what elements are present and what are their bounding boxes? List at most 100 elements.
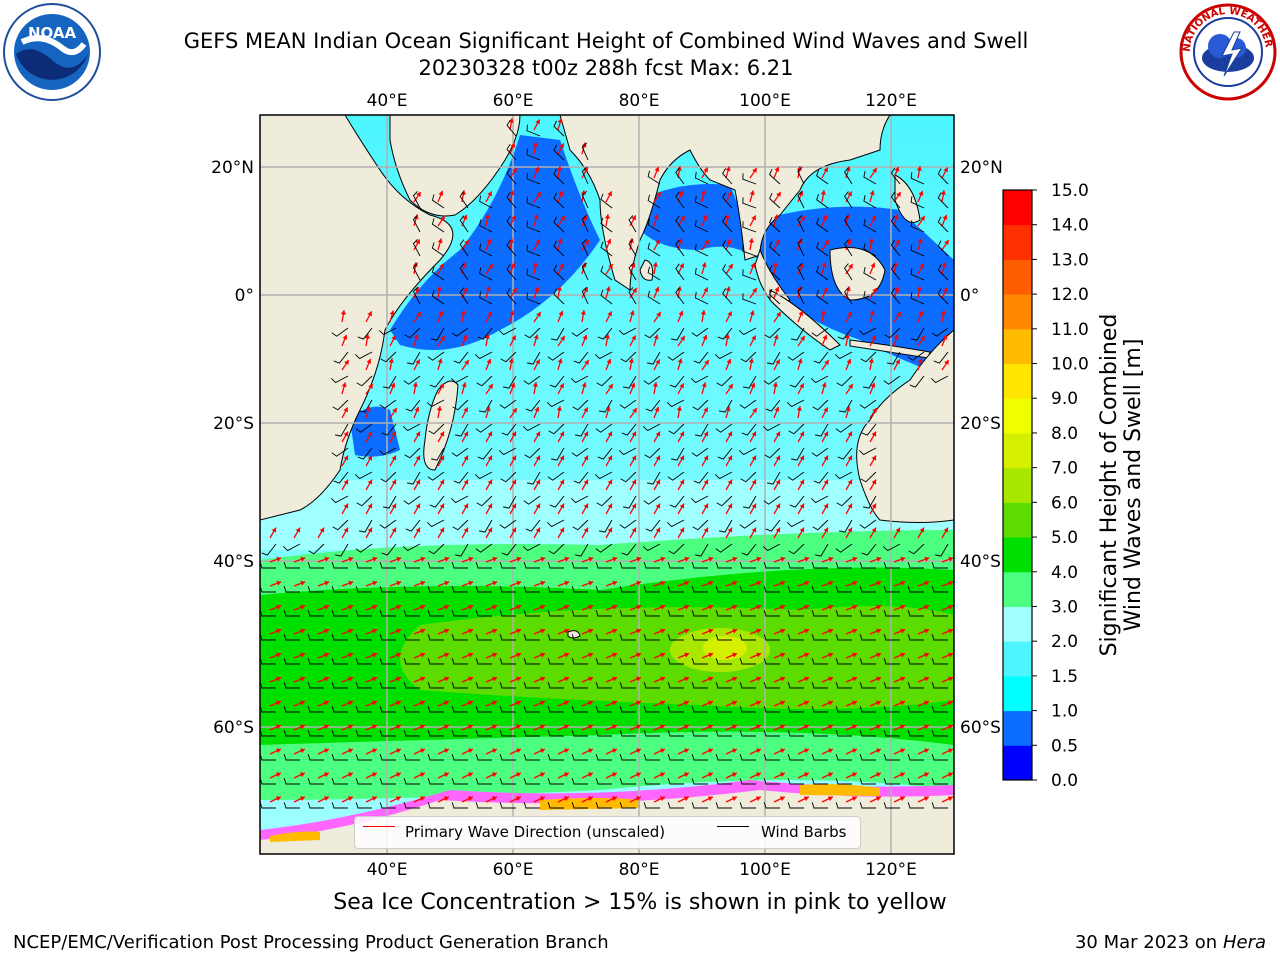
wind-barb	[427, 634, 444, 641]
wave-direction-arrowhead	[324, 628, 330, 634]
wind-barb	[861, 543, 877, 556]
colorbar-segment	[1003, 675, 1032, 712]
wave-direction-arrowhead	[943, 527, 949, 533]
wave-direction-arrowhead	[556, 166, 562, 171]
wind-barb	[595, 634, 612, 641]
wind-barb	[887, 351, 901, 365]
wave-direction-arrowhead	[726, 358, 732, 364]
wind-barb	[643, 658, 660, 665]
wave-direction-arrowhead	[756, 700, 762, 706]
wave-direction-arrowhead	[487, 311, 492, 317]
wave-direction-arrowhead	[660, 676, 666, 682]
wave-direction-arrowhead	[895, 359, 900, 365]
wind-barb	[789, 375, 805, 388]
wave-direction-arrowhead	[564, 676, 570, 682]
wind-barb	[765, 399, 781, 412]
wave-direction-arrowhead	[511, 455, 517, 461]
wave-direction-arrowhead	[659, 796, 665, 802]
wind-barb	[459, 287, 469, 305]
wave-direction-arrowhead	[419, 796, 425, 802]
wind-barb	[479, 267, 493, 281]
wind-barb	[499, 447, 517, 456]
wave-direction-arrowhead	[948, 700, 954, 706]
wave-direction-arrowhead	[774, 406, 780, 412]
wind-barb	[573, 351, 589, 364]
wave-direction-arrowhead	[628, 238, 634, 243]
wind-barb	[675, 167, 685, 185]
wind-barb	[503, 495, 517, 509]
wave-direction-arrowhead	[461, 262, 467, 268]
wind-barb	[260, 682, 276, 689]
wind-barb	[553, 144, 565, 161]
wind-barb	[581, 238, 589, 257]
wind-barb	[742, 221, 757, 233]
colorbar-segment	[1003, 502, 1032, 538]
wind-barb	[740, 471, 757, 483]
lon-tick-top-40e: 40°E	[367, 91, 408, 111]
wave-direction-arrowhead	[439, 527, 445, 533]
colorbar-title-line2: Wind Waves and Swell [m]	[1121, 338, 1146, 632]
wind-barb	[667, 706, 684, 713]
wave-direction-arrowhead	[870, 262, 876, 268]
footer-date-text: 30 Mar 2023 on	[1074, 932, 1218, 953]
wind-barb	[596, 375, 613, 387]
wave-direction-arrowhead	[940, 310, 946, 315]
wave-direction-arrowhead	[444, 556, 450, 562]
wave-direction-arrowhead	[342, 334, 348, 340]
colorbar-title-line1: Significant Height of Combined	[1097, 313, 1122, 657]
wave-direction-arrowhead	[803, 748, 809, 754]
wind-barb	[260, 658, 276, 665]
wave-direction-arrowhead	[700, 310, 706, 315]
wind-barb	[715, 351, 733, 360]
wave-direction-arrowhead	[823, 167, 828, 173]
wave-direction-arrowhead	[564, 652, 570, 658]
wave-direction-arrowhead	[847, 191, 852, 197]
wind-barb	[451, 730, 468, 737]
wind-barb	[475, 754, 492, 761]
wind-barb	[283, 634, 300, 641]
wave-direction-arrowhead	[391, 335, 396, 341]
wind-barb	[671, 447, 685, 461]
wind-barb	[547, 610, 564, 617]
wind-barb	[525, 399, 541, 412]
wind-barb	[455, 543, 469, 557]
wave-direction-arrowhead	[776, 312, 781, 318]
wind-barb	[595, 682, 612, 689]
colorbar-segment	[1003, 745, 1032, 781]
wind-barb	[308, 543, 325, 555]
wind-barb	[571, 682, 588, 689]
wave-direction-arrowhead	[556, 406, 562, 411]
wave-direction-arrowhead	[395, 796, 401, 802]
wave-direction-arrowhead	[588, 700, 594, 706]
wave-direction-arrowhead	[630, 382, 636, 388]
wave-direction-arrowhead	[512, 288, 517, 294]
wind-barb	[523, 495, 541, 505]
wave-direction-arrowhead	[774, 166, 780, 172]
wind-barb	[787, 658, 804, 665]
wind-barb	[742, 269, 757, 281]
wind-barb	[907, 802, 924, 809]
wind-barb	[835, 778, 852, 785]
wave-direction-arrowhead	[828, 628, 834, 634]
wind-barb	[355, 634, 372, 641]
wind-barb	[332, 399, 349, 411]
colorbar-tick-label: 0.0	[1051, 771, 1078, 791]
wind-barb	[691, 495, 709, 504]
wind-barb	[581, 142, 589, 161]
wave-direction-arrowhead	[775, 455, 781, 461]
wind-barb	[431, 266, 445, 281]
wind-barb	[715, 682, 732, 689]
wind-barb	[931, 586, 948, 593]
wind-barb	[407, 351, 421, 365]
wave-direction-arrowhead	[323, 796, 329, 802]
wave-direction-arrowhead	[516, 556, 522, 562]
wind-barb	[643, 754, 660, 761]
wind-barb	[741, 423, 757, 436]
wind-barb	[355, 658, 372, 665]
wind-barb	[811, 682, 828, 689]
wave-direction-arrowhead	[492, 676, 498, 682]
wave-direction-arrowhead	[871, 479, 877, 485]
colorbar-segment	[1003, 224, 1032, 260]
wind-barb	[506, 143, 517, 161]
wind-barb	[931, 658, 948, 665]
